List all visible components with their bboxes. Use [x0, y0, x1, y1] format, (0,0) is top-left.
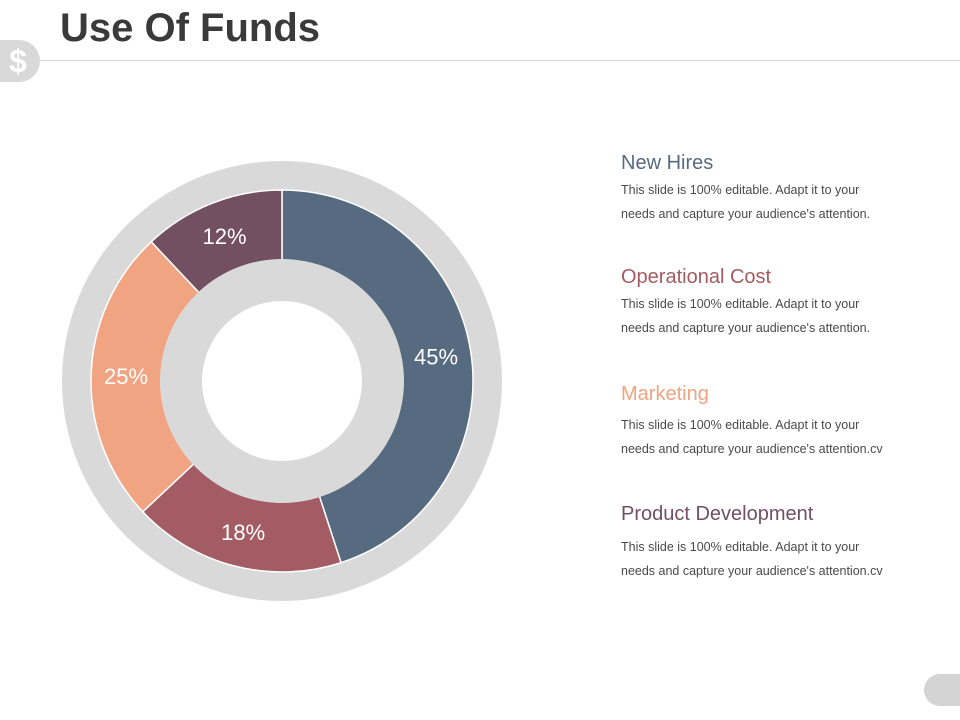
dollar-glyph: $: [9, 43, 27, 79]
page-title: Use Of Funds: [60, 6, 321, 50]
legend-description: This slide is 100% editable. Adapt it to…: [621, 535, 911, 583]
legend-description: This slide is 100% editable. Adapt it to…: [621, 292, 911, 340]
legend-heading: Marketing: [621, 383, 709, 405]
legend-description-line: needs and capture your audience's attent…: [621, 321, 871, 335]
donut-hole: [202, 301, 362, 461]
legend-description: This slide is 100% editable. Adapt it to…: [621, 413, 911, 461]
title-divider: [28, 60, 960, 61]
legend-description: This slide is 100% editable. Adapt it to…: [621, 178, 911, 226]
legend-heading: Product Development: [621, 503, 814, 525]
slice-label-marketing: 25%: [104, 364, 148, 389]
legend-heading: Operational Cost: [621, 266, 772, 288]
corner-tab: [924, 674, 960, 706]
slice-label-new-hires: 45%: [414, 345, 458, 370]
slice-label-product-development: 18%: [221, 520, 265, 545]
dollar-icon: $: [0, 40, 40, 82]
legend-heading: New Hires: [621, 152, 714, 174]
slice-label-operational-cost: 12%: [203, 224, 247, 249]
legend-description-line: This slide is 100% editable. Adapt it to…: [621, 183, 860, 197]
legend-item-operational-cost: Operational Cost This slide is 100% edit…: [621, 264, 941, 340]
legend-description-line: needs and capture your audience's attent…: [621, 207, 871, 221]
legend-item-product-development: Product Development This slide is 100% e…: [621, 501, 941, 583]
legend-description-line: needs and capture your audience's attent…: [621, 564, 883, 578]
legend-description-line: needs and capture your audience's attent…: [621, 442, 883, 456]
legend-description-line: This slide is 100% editable. Adapt it to…: [621, 540, 860, 554]
slice-labels: 45% 18% 25% 12%: [104, 224, 458, 545]
legend-description-line: This slide is 100% editable. Adapt it to…: [621, 297, 860, 311]
legend-description-line: This slide is 100% editable. Adapt it to…: [621, 418, 860, 432]
legend-item-new-hires: New Hires This slide is 100% editable. A…: [621, 150, 941, 226]
legend-item-marketing: Marketing This slide is 100% editable. A…: [621, 381, 941, 461]
